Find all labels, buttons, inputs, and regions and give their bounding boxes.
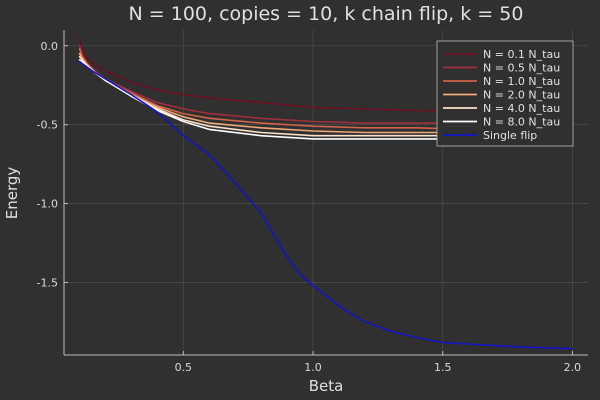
- chart-title: N = 100, copies = 10, k chain flip, k = …: [129, 3, 524, 25]
- legend-box: [436, 40, 574, 147]
- y-ticks: 0.0 -0.5 -1.0 -1.5: [37, 40, 68, 289]
- y-tick-label: -1.0: [37, 198, 58, 211]
- legend-label: N = 4.0 N_tau: [483, 102, 560, 115]
- legend-label: N = 1.0 N_tau: [483, 75, 560, 88]
- x-axis-label: Beta: [309, 377, 344, 395]
- legend-label: N = 2.0 N_tau: [483, 89, 560, 102]
- x-tick-label: 2.0: [564, 361, 582, 374]
- legend-label: N = 0.1 N_tau: [483, 48, 560, 61]
- series-line: [78, 60, 574, 350]
- x-tick-label: 1.0: [304, 361, 322, 374]
- y-tick-label: -0.5: [37, 119, 58, 132]
- axes: [63, 30, 588, 356]
- x-tick-label: 0.5: [175, 361, 193, 374]
- legend-label: N = 8.0 N_tau: [483, 116, 560, 129]
- y-axis-label: Energy: [3, 167, 21, 220]
- y-tick-label: 0.0: [41, 40, 59, 53]
- legend-label: Single flip: [483, 129, 537, 142]
- legend-label: N = 0.5 N_tau: [483, 62, 560, 75]
- x-ticks: 0.5 1.0 1.5 2.0: [175, 351, 582, 374]
- x-tick-label: 1.5: [434, 361, 452, 374]
- y-tick-label: -1.5: [37, 276, 58, 289]
